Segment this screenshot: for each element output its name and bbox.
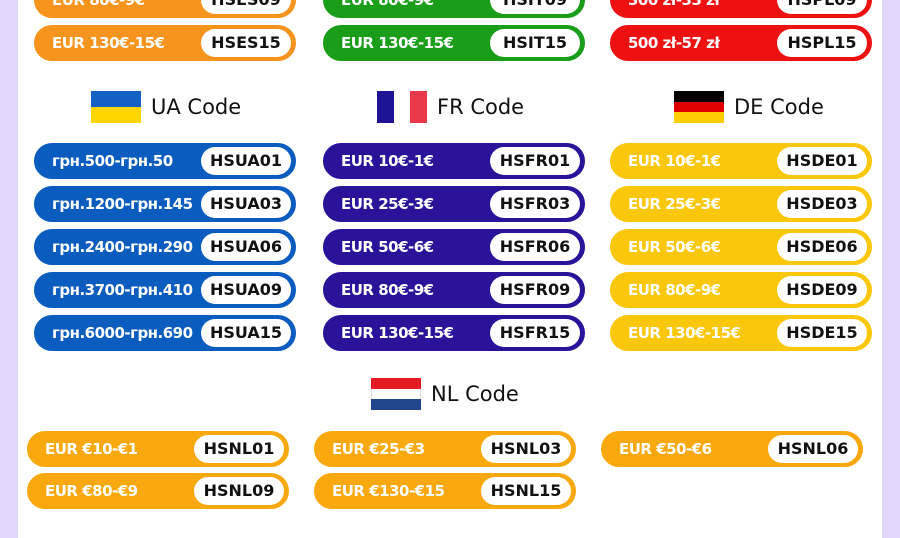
coupon-code[interactable]: HSNL06 — [768, 435, 858, 463]
coupon-amount: грн.500-грн.50 — [52, 152, 173, 170]
coupon-amount: EUR €50-€6 — [619, 440, 712, 458]
coupon-code[interactable]: HSDE06 — [777, 233, 867, 261]
coupon-fr[interactable]: EUR 25€-3€ HSFR03 — [323, 186, 585, 222]
coupon-code[interactable]: HSUA03 — [201, 190, 291, 218]
germany-flag-icon — [674, 91, 724, 124]
coupon-es[interactable]: EUR 130€-15€ HSES15 — [34, 25, 296, 61]
coupon-es[interactable]: EUR 80€-9€ HSES09 — [34, 0, 296, 18]
ua-section-title: UA Code — [151, 95, 242, 119]
coupon-code[interactable]: HSIT15 — [490, 29, 580, 57]
coupon-it[interactable]: EUR 80€-9€ HSIT09 — [323, 0, 585, 18]
coupon-de[interactable]: EUR 25€-3€ HSDE03 — [610, 186, 872, 222]
coupon-amount: грн.2400-грн.290 — [52, 238, 193, 256]
coupon-code[interactable]: HSPL09 — [777, 0, 867, 14]
coupon-amount: 500 zł-57 zł — [628, 34, 720, 52]
coupon-fr[interactable]: EUR 80€-9€ HSFR09 — [323, 272, 585, 308]
coupon-amount: EUR 130€-15€ — [341, 34, 454, 52]
coupon-code[interactable]: HSFR01 — [490, 147, 580, 175]
coupon-de[interactable]: EUR 50€-6€ HSDE06 — [610, 229, 872, 265]
coupon-code[interactable]: HSDE01 — [777, 147, 867, 175]
coupon-it[interactable]: EUR 130€-15€ HSIT15 — [323, 25, 585, 61]
coupon-amount: грн.3700-грн.410 — [52, 281, 193, 299]
coupon-code[interactable]: HSFR06 — [490, 233, 580, 261]
coupon-nl[interactable]: EUR €80-€9 HSNL09 — [27, 473, 289, 509]
coupon-code[interactable]: HSDE03 — [777, 190, 867, 218]
coupon-code[interactable]: HSFR03 — [490, 190, 580, 218]
coupon-fr[interactable]: EUR 10€-1€ HSFR01 — [323, 143, 585, 179]
coupon-de[interactable]: EUR 80€-9€ HSDE09 — [610, 272, 872, 308]
coupon-ua[interactable]: грн.3700-грн.410 HSUA09 — [34, 272, 296, 308]
coupon-code[interactable]: HSUA01 — [201, 147, 291, 175]
france-flag-icon — [377, 91, 428, 123]
coupon-code[interactable]: HSUA15 — [201, 319, 291, 347]
coupon-nl[interactable]: EUR €10-€1 HSNL01 — [27, 431, 289, 467]
coupon-amount: EUR 50€-6€ — [341, 238, 434, 256]
coupon-pl[interactable]: 300 zł-33 zł HSPL09 — [610, 0, 872, 18]
coupon-nl[interactable]: EUR €130-€15 HSNL15 — [314, 473, 576, 509]
coupon-code[interactable]: HSES09 — [201, 0, 291, 14]
coupon-code[interactable]: HSDE09 — [777, 276, 867, 304]
fr-section-title: FR Code — [437, 95, 525, 119]
coupon-code[interactable]: HSNL15 — [481, 477, 571, 505]
coupon-code[interactable]: HSUA09 — [201, 276, 291, 304]
coupon-amount: EUR 50€-6€ — [628, 238, 721, 256]
coupon-amount: грн.1200-грн.145 — [52, 195, 193, 213]
coupon-code[interactable]: HSNL03 — [481, 435, 571, 463]
coupon-code[interactable]: HSDE15 — [777, 319, 867, 347]
coupon-nl[interactable]: EUR €25-€3 HSNL03 — [314, 431, 576, 467]
coupon-pl[interactable]: 500 zł-57 zł HSPL15 — [610, 25, 872, 61]
coupon-code[interactable]: HSFR15 — [490, 319, 580, 347]
coupon-amount: EUR 10€-1€ — [628, 152, 721, 170]
coupon-ua[interactable]: грн.1200-грн.145 HSUA03 — [34, 186, 296, 222]
coupon-amount: EUR 130€-15€ — [628, 324, 741, 342]
coupon-nl[interactable]: EUR €50-€6 HSNL06 — [601, 431, 863, 467]
coupon-fr[interactable]: EUR 50€-6€ HSFR06 — [323, 229, 585, 265]
coupon-code[interactable]: HSFR09 — [490, 276, 580, 304]
coupon-amount: EUR €130-€15 — [332, 482, 445, 500]
coupon-amount: EUR 130€-15€ — [52, 34, 165, 52]
coupon-ua[interactable]: грн.6000-грн.690 HSUA15 — [34, 315, 296, 351]
coupon-amount: EUR €25-€3 — [332, 440, 425, 458]
coupon-ua[interactable]: грн.2400-грн.290 HSUA06 — [34, 229, 296, 265]
coupon-amount: грн.6000-грн.690 — [52, 324, 193, 342]
coupon-code[interactable]: HSUA06 — [201, 233, 291, 261]
coupon-ua[interactable]: грн.500-грн.50 HSUA01 — [34, 143, 296, 179]
coupon-amount: 300 zł-33 zł — [628, 0, 720, 9]
coupon-code[interactable]: HSNL01 — [194, 435, 284, 463]
coupon-amount: EUR 25€-3€ — [341, 195, 434, 213]
de-section-header: DE Code — [674, 91, 824, 124]
coupon-code[interactable]: HSIT09 — [490, 0, 580, 14]
coupon-amount: EUR €80-€9 — [45, 482, 138, 500]
coupon-de[interactable]: EUR 130€-15€ HSDE15 — [610, 315, 872, 351]
netherlands-flag-icon — [371, 378, 421, 411]
nl-section-title: NL Code — [431, 382, 519, 406]
coupon-amount: EUR 130€-15€ — [341, 324, 454, 342]
coupon-code[interactable]: HSPL15 — [777, 29, 867, 57]
coupon-amount: EUR 10€-1€ — [341, 152, 434, 170]
coupon-fr[interactable]: EUR 130€-15€ HSFR15 — [323, 315, 585, 351]
de-section-title: DE Code — [734, 95, 824, 119]
fr-section-header: FR Code — [377, 91, 524, 123]
coupon-amount: EUR 25€-3€ — [628, 195, 721, 213]
coupon-de[interactable]: EUR 10€-1€ HSDE01 — [610, 143, 872, 179]
nl-section-header: NL Code — [371, 378, 519, 411]
coupon-amount: EUR €10-€1 — [45, 440, 138, 458]
coupon-amount: EUR 80€-9€ — [341, 0, 434, 9]
coupon-amount: EUR 80€-9€ — [341, 281, 434, 299]
coupon-amount: EUR 80€-9€ — [52, 0, 145, 9]
ua-section-header: UA Code — [91, 91, 241, 123]
coupon-amount: EUR 80€-9€ — [628, 281, 721, 299]
ukraine-flag-icon — [91, 91, 141, 123]
coupon-code[interactable]: HSNL09 — [194, 477, 284, 505]
coupon-code[interactable]: HSES15 — [201, 29, 291, 57]
